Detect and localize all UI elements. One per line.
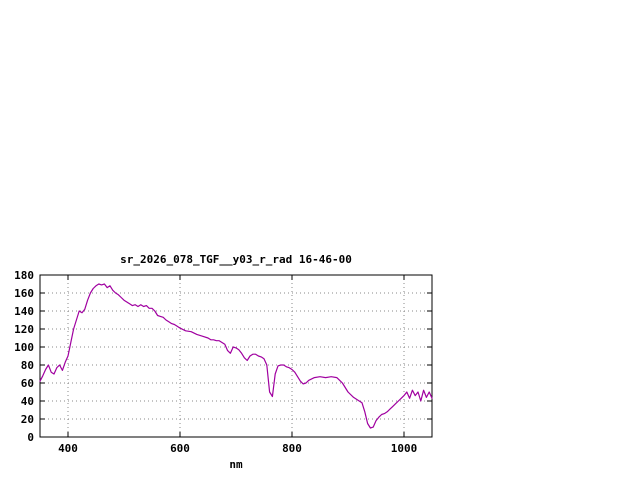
y-tick-label: 60 xyxy=(21,377,34,390)
y-tick-label: 40 xyxy=(21,395,34,408)
x-tick-label: 800 xyxy=(282,442,302,455)
y-tick-label: 160 xyxy=(14,287,34,300)
chart-title: sr_2026_078_TGF__y03_r_rad 16-46-00 xyxy=(120,253,352,266)
series-line xyxy=(39,283,433,429)
y-tick-label: 80 xyxy=(21,359,34,372)
y-tick-label: 180 xyxy=(14,269,34,282)
y-tick-label: 0 xyxy=(27,431,34,444)
x-axis-label: nm xyxy=(229,458,243,471)
y-tick-label: 120 xyxy=(14,323,34,336)
x-tick-label: 400 xyxy=(58,442,78,455)
y-tick-label: 140 xyxy=(14,305,34,318)
x-tick-label: 600 xyxy=(170,442,190,455)
x-tick-label: 1000 xyxy=(391,442,418,455)
plot-border xyxy=(39,274,433,438)
y-tick-label: 20 xyxy=(21,413,34,426)
y-tick-label: 100 xyxy=(14,341,34,354)
